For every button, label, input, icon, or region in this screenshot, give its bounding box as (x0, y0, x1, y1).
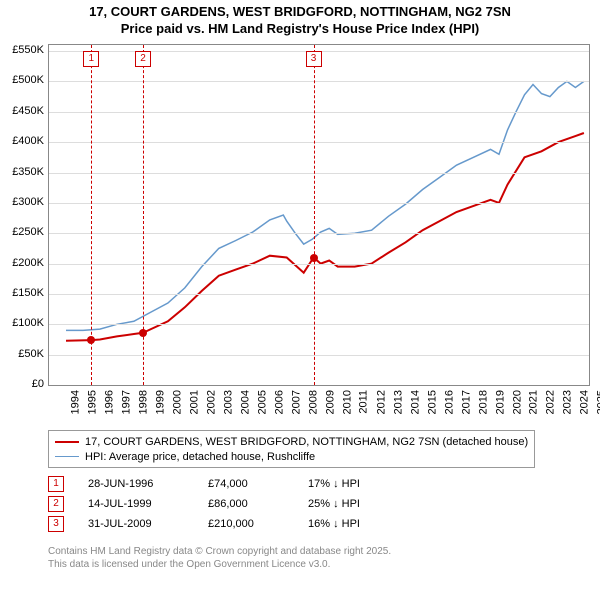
footnote-line-1: Contains HM Land Registry data © Crown c… (48, 546, 391, 559)
sales-row-marker: 1 (48, 476, 64, 492)
y-tick-label: £100K (4, 317, 44, 329)
sale-point (87, 336, 95, 344)
sales-row-diff: 25% ↓ HPI (308, 498, 398, 510)
x-tick-label: 2023 (562, 390, 574, 414)
x-tick-label: 2015 (426, 390, 438, 414)
y-tick-label: £50K (4, 348, 44, 360)
x-tick-label: 2013 (392, 390, 404, 414)
sale-guideline (91, 45, 92, 385)
chart-title: 17, COURT GARDENS, WEST BRIDGFORD, NOTTI… (0, 0, 600, 38)
sales-row-date: 31-JUL-2009 (88, 518, 208, 530)
x-tick-label: 2025 (596, 390, 600, 414)
chart-container: 17, COURT GARDENS, WEST BRIDGFORD, NOTTI… (0, 0, 600, 590)
x-tick-label: 2004 (239, 390, 251, 414)
x-tick-label: 2001 (188, 390, 200, 414)
y-tick-label: £300K (4, 196, 44, 208)
title-line-1: 17, COURT GARDENS, WEST BRIDGFORD, NOTTI… (0, 4, 600, 21)
y-tick-label: £150K (4, 287, 44, 299)
x-tick-label: 2018 (477, 390, 489, 414)
sales-row-marker: 3 (48, 516, 64, 532)
title-line-2: Price paid vs. HM Land Registry's House … (0, 21, 600, 38)
gridline-h (49, 355, 589, 356)
x-tick-label: 2007 (290, 390, 302, 414)
sale-marker-box: 1 (83, 51, 99, 67)
x-tick-label: 2006 (273, 390, 285, 414)
footnote-line-2: This data is licensed under the Open Gov… (48, 559, 391, 572)
x-tick-label: 2003 (222, 390, 234, 414)
x-tick-label: 2000 (171, 390, 183, 414)
sales-row-diff: 16% ↓ HPI (308, 518, 398, 530)
x-tick-label: 2005 (256, 390, 268, 414)
sales-row-date: 14-JUL-1999 (88, 498, 208, 510)
gridline-h (49, 324, 589, 325)
sales-row: 1 28-JUN-1996£74,00017% ↓ HPI (48, 474, 398, 494)
gridline-h (49, 233, 589, 234)
sale-marker-box: 2 (135, 51, 151, 67)
sale-point (139, 329, 147, 337)
y-tick-label: £350K (4, 166, 44, 178)
gridline-h (49, 173, 589, 174)
footnote: Contains HM Land Registry data © Crown c… (48, 546, 391, 571)
x-tick-label: 2021 (528, 390, 540, 414)
sale-guideline (314, 45, 315, 385)
gridline-h (49, 264, 589, 265)
gridline-h (49, 203, 589, 204)
x-tick-label: 2010 (341, 390, 353, 414)
x-tick-label: 2014 (409, 390, 421, 414)
legend-label: HPI: Average price, detached house, Rush… (85, 451, 315, 463)
y-tick-label: £550K (4, 44, 44, 56)
sales-row-diff: 17% ↓ HPI (308, 478, 398, 490)
y-tick-label: £450K (4, 105, 44, 117)
legend-swatch (55, 441, 79, 443)
sales-row-price: £86,000 (208, 498, 308, 510)
x-tick-label: 2024 (579, 390, 591, 414)
x-tick-label: 2020 (511, 390, 523, 414)
x-tick-label: 1995 (86, 390, 98, 414)
y-tick-label: £0 (4, 378, 44, 390)
y-tick-label: £400K (4, 135, 44, 147)
gridline-h (49, 112, 589, 113)
sale-point (310, 254, 318, 262)
gridline-h (49, 142, 589, 143)
x-tick-label: 1994 (69, 390, 81, 414)
x-tick-label: 2016 (443, 390, 455, 414)
y-tick-label: £500K (4, 74, 44, 86)
x-tick-label: 1997 (120, 390, 132, 414)
x-tick-label: 2017 (460, 390, 472, 414)
x-tick-label: 2009 (324, 390, 336, 414)
y-tick-label: £250K (4, 226, 44, 238)
legend-row: HPI: Average price, detached house, Rush… (55, 449, 528, 464)
sales-row: 2 14-JUL-1999£86,00025% ↓ HPI (48, 494, 398, 514)
sales-row-marker: 2 (48, 496, 64, 512)
y-tick-label: £200K (4, 257, 44, 269)
x-tick-label: 1999 (154, 390, 166, 414)
x-tick-label: 2019 (494, 390, 506, 414)
legend-label: 17, COURT GARDENS, WEST BRIDGFORD, NOTTI… (85, 436, 528, 448)
sales-table: 1 28-JUN-1996£74,00017% ↓ HPI 2 14-JUL-1999… (48, 474, 398, 534)
legend-row: 17, COURT GARDENS, WEST BRIDGFORD, NOTTI… (55, 434, 528, 449)
sales-row-date: 28-JUN-1996 (88, 478, 208, 490)
sales-row: 3 31-JUL-2009£210,00016% ↓ HPI (48, 514, 398, 534)
legend: 17, COURT GARDENS, WEST BRIDGFORD, NOTTI… (48, 430, 535, 468)
gridline-h (49, 81, 589, 82)
sales-row-price: £210,000 (208, 518, 308, 530)
x-tick-label: 2012 (375, 390, 387, 414)
x-tick-label: 2002 (205, 390, 217, 414)
sale-marker-box: 3 (306, 51, 322, 67)
x-tick-label: 2008 (307, 390, 319, 414)
x-tick-label: 2011 (357, 390, 369, 414)
x-tick-label: 1998 (137, 390, 149, 414)
x-tick-label: 1996 (103, 390, 115, 414)
plot-area: 1 2 3 (48, 44, 590, 386)
line-series-svg (49, 45, 589, 385)
gridline-h (49, 294, 589, 295)
x-tick-label: 2022 (545, 390, 557, 414)
sales-row-price: £74,000 (208, 478, 308, 490)
legend-swatch (55, 456, 79, 457)
